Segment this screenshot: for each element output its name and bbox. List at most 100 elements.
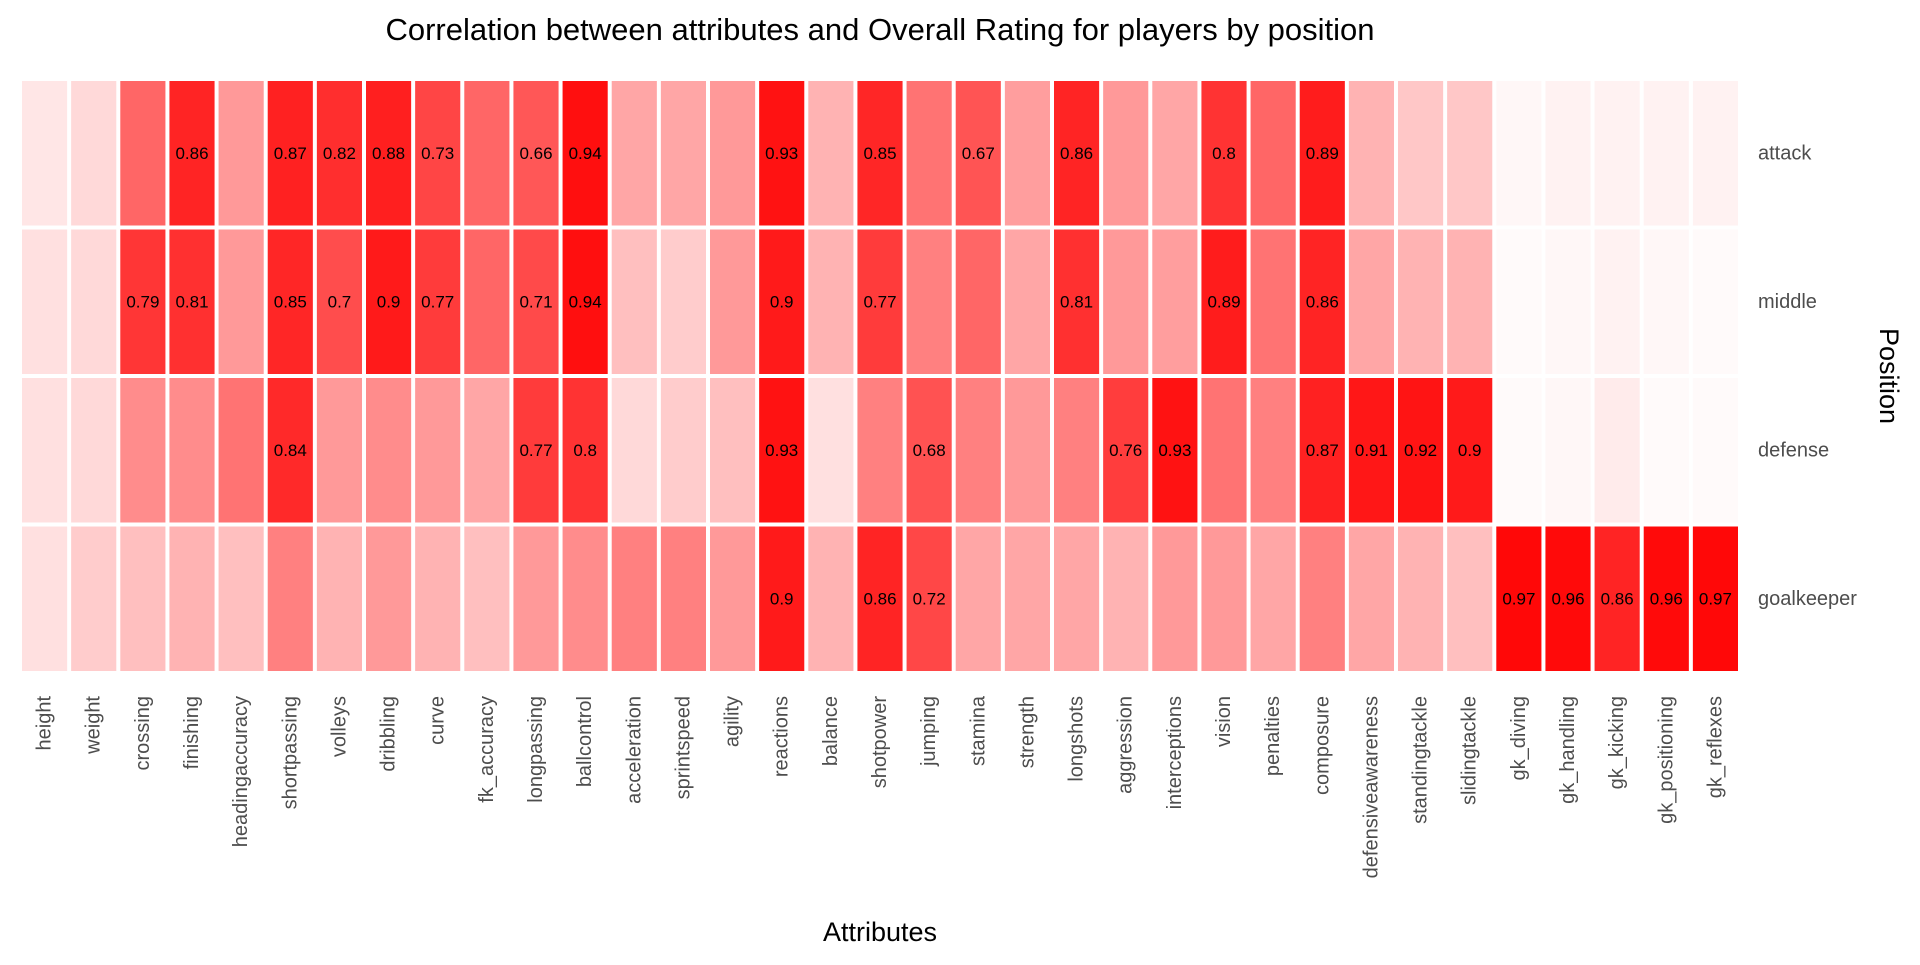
x-axis-title: Attributes <box>823 917 937 947</box>
x-tick-standingtackle: standingtackle <box>1410 696 1432 824</box>
heatmap-cell-defense-height <box>22 378 68 523</box>
cell-label-defense-composure: 0.87 <box>1306 441 1339 460</box>
heatmap-cell-attack-gk_diving <box>1496 81 1542 226</box>
x-tick-ballcontrol: ballcontrol <box>574 696 596 787</box>
cell-label-middle-dribbling: 0.9 <box>377 292 401 311</box>
heatmap-cell-defense-agility <box>710 378 756 523</box>
heatmap-cell-goalkeeper-height <box>22 526 68 671</box>
cell-label-defense-jumping: 0.68 <box>913 441 946 460</box>
cell-label-defense-shortpassing: 0.84 <box>274 441 307 460</box>
heatmap-cell-middle-volleys <box>316 229 362 374</box>
heatmap-cell-attack-crossing <box>120 81 166 226</box>
cell-label-defense-reactions: 0.93 <box>765 441 798 460</box>
heatmap-cell-attack-gk_handling <box>1545 81 1591 226</box>
heatmap-cell-goalkeeper-shotpower <box>857 526 903 671</box>
x-tick-stamina: stamina <box>967 695 989 766</box>
heatmap-cell-middle-headingaccuracy <box>218 229 264 374</box>
heatmap-cell-attack-gk_positioning <box>1643 81 1689 226</box>
heatmap-cell-defense-longshots <box>1054 378 1100 523</box>
x-tick-agility: agility <box>722 696 744 747</box>
x-tick-gk_kicking: gk_kicking <box>1606 696 1628 789</box>
heatmap-cell-attack-composure <box>1299 81 1345 226</box>
heatmap-cell-defense-sprintspeed <box>660 378 706 523</box>
cell-label-attack-composure: 0.89 <box>1306 144 1339 163</box>
heatmap-cell-middle-ballcontrol <box>562 229 608 374</box>
heatmap-cell-middle-penalties <box>1250 229 1296 374</box>
heatmap-cell-attack-interceptions <box>1152 81 1198 226</box>
cell-label-attack-finishing: 0.86 <box>175 144 208 163</box>
heatmap-cell-middle-agility <box>710 229 756 374</box>
heatmap-cell-goalkeeper-weight <box>71 526 117 671</box>
x-tick-volleys: volleys <box>328 696 350 757</box>
heatmap-cell-attack-aggression <box>1103 81 1149 226</box>
cell-label-middle-shortpassing: 0.85 <box>274 292 307 311</box>
x-tick-composure: composure <box>1311 696 1333 795</box>
x-tick-aggression: aggression <box>1115 696 1137 794</box>
heatmap-cell-defense-standingtackle <box>1398 378 1444 523</box>
x-tick-slidingtackle: slidingtackle <box>1459 696 1481 805</box>
heatmap-cell-defense-gk_diving <box>1496 378 1542 523</box>
heatmap-cell-goalkeeper-acceleration <box>611 526 657 671</box>
x-tick-gk_reflexes: gk_reflexes <box>1704 696 1726 798</box>
x-tick-sprintspeed: sprintspeed <box>672 696 694 799</box>
heatmap-cell-middle-slidingtackle <box>1447 229 1493 374</box>
heatmap-cell-attack-vision <box>1201 81 1247 226</box>
heatmap-cell-attack-strength <box>1004 81 1050 226</box>
heatmap-cell-middle-defensiveawareness <box>1348 229 1394 374</box>
x-tick-gk_positioning: gk_positioning <box>1655 696 1677 824</box>
heatmap-cell-attack-balance <box>808 81 854 226</box>
heatmap-cell-goalkeeper-stamina <box>955 526 1001 671</box>
heatmap-cell-defense-longpassing <box>513 378 559 523</box>
cell-label-attack-reactions: 0.93 <box>765 144 798 163</box>
x-tick-dribbling: dribbling <box>378 696 400 772</box>
x-tick-gk_handling: gk_handling <box>1557 696 1579 804</box>
heatmap-cell-goalkeeper-gk_handling <box>1545 526 1591 671</box>
cell-label-goalkeeper-shotpower: 0.86 <box>863 589 896 608</box>
heatmap-cell-defense-headingaccuracy <box>218 378 264 523</box>
heatmap-cell-goalkeeper-reactions <box>759 526 805 671</box>
x-tick-finishing: finishing <box>181 696 203 769</box>
heatmap-cell-defense-composure <box>1299 378 1345 523</box>
cell-label-middle-vision: 0.89 <box>1207 292 1240 311</box>
x-tick-shortpassing: shortpassing <box>279 696 301 809</box>
heatmap-cell-attack-jumping <box>906 81 952 226</box>
heatmap-cell-attack-sprintspeed <box>660 81 706 226</box>
heatmap-cell-middle-stamina <box>955 229 1001 374</box>
heatmap-cell-middle-gk_kicking <box>1594 229 1640 374</box>
cell-label-middle-volleys: 0.7 <box>328 292 352 311</box>
heatmap-cell-attack-weight <box>71 81 117 226</box>
heatmap-cell-defense-slidingtackle <box>1447 378 1493 523</box>
heatmap-cell-goalkeeper-gk_kicking <box>1594 526 1640 671</box>
heatmap-cell-attack-reactions <box>759 81 805 226</box>
x-tick-shotpower: shotpower <box>869 696 891 789</box>
y-tick-goalkeeper: goalkeeper <box>1758 588 1857 610</box>
heatmap-cell-middle-jumping <box>906 229 952 374</box>
y-tick-attack: attack <box>1758 142 1812 164</box>
heatmap-cell-goalkeeper-fk_accuracy <box>464 526 510 671</box>
cell-label-goalkeeper-gk_positioning: 0.96 <box>1650 589 1683 608</box>
heatmap-cell-middle-sprintspeed <box>660 229 706 374</box>
heatmap-cell-attack-gk_kicking <box>1594 81 1640 226</box>
heatmap-cell-attack-shortpassing <box>267 81 313 226</box>
heatmap-cell-goalkeeper-longshots <box>1054 526 1100 671</box>
heatmap-cell-defense-fk_accuracy <box>464 378 510 523</box>
heatmap-cell-attack-shotpower <box>857 81 903 226</box>
heatmap-cell-attack-height <box>22 81 68 226</box>
heatmap-cell-defense-penalties <box>1250 378 1296 523</box>
x-tick-reactions: reactions <box>771 696 793 777</box>
x-tick-headingaccuracy: headingaccuracy <box>230 696 252 847</box>
cell-label-attack-vision: 0.8 <box>1212 144 1236 163</box>
heatmap-cell-middle-curve <box>415 229 461 374</box>
heatmap-cell-defense-shortpassing <box>267 378 313 523</box>
heatmap-cell-defense-vision <box>1201 378 1247 523</box>
cell-label-attack-dribbling: 0.88 <box>372 144 405 163</box>
heatmap-cell-middle-vision <box>1201 229 1247 374</box>
heatmap-cell-middle-standingtackle <box>1398 229 1444 374</box>
heatmap-cell-goalkeeper-volleys <box>316 526 362 671</box>
heatmap-cell-middle-longpassing <box>513 229 559 374</box>
heatmap-cell-goalkeeper-strength <box>1004 526 1050 671</box>
cell-label-attack-ballcontrol: 0.94 <box>569 144 602 163</box>
cell-label-middle-crossing: 0.79 <box>126 292 159 311</box>
heatmap-cell-goalkeeper-gk_diving <box>1496 526 1542 671</box>
